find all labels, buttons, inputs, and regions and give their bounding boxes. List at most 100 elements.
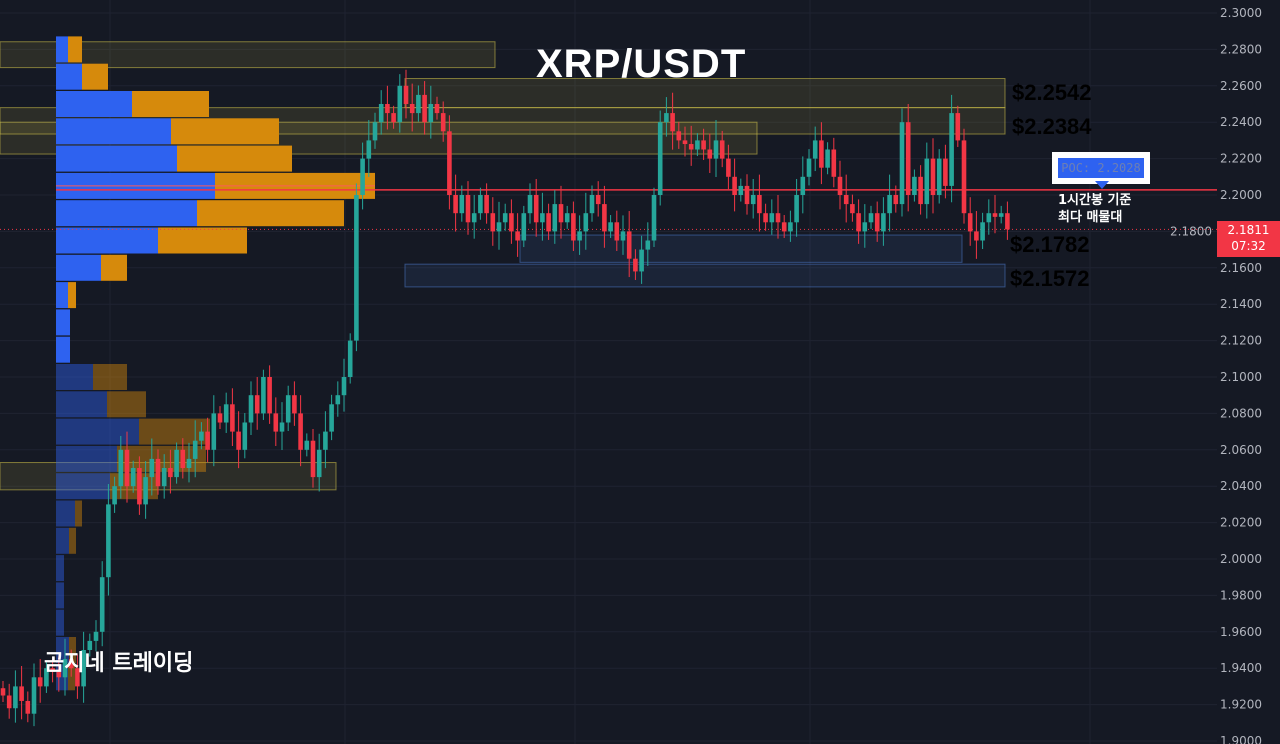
candle-body xyxy=(205,431,210,450)
volume-buy-bar xyxy=(56,391,107,418)
y-tick-label: 1.9600 xyxy=(1220,625,1262,639)
level-label-2-1782: $2.1782 xyxy=(1010,232,1090,257)
candle-body xyxy=(397,85,403,123)
candle-body xyxy=(242,422,248,450)
level-label-2-1572: $2.1572 xyxy=(1010,266,1090,291)
candle-body xyxy=(806,158,812,177)
candle-body xyxy=(775,213,781,223)
level-label-2-2542: $2.2542 xyxy=(1012,80,1092,105)
candle-body xyxy=(868,213,874,223)
candle-body xyxy=(682,140,688,145)
poc-label: POC: 2.2028 xyxy=(1052,152,1150,184)
candle-body xyxy=(360,158,365,195)
volume-buy-bar xyxy=(56,254,101,281)
candle-body xyxy=(899,122,905,205)
y-tick-label: 1.9400 xyxy=(1220,661,1262,675)
candle-body xyxy=(862,222,868,232)
candle-body xyxy=(168,468,173,478)
candle-body xyxy=(719,140,725,159)
candle-body xyxy=(261,377,266,414)
zone-box xyxy=(0,41,496,69)
candle-body xyxy=(56,671,62,678)
candle-body xyxy=(186,458,192,468)
candle-body xyxy=(471,213,477,223)
candle-body xyxy=(732,176,737,195)
candle-body xyxy=(50,668,55,672)
candle-body xyxy=(112,486,117,505)
volume-sell-bar xyxy=(107,391,146,418)
y-tick-label: 2.2800 xyxy=(1220,42,1262,56)
y-tick-label: 2.0000 xyxy=(1220,552,1262,566)
candle-body xyxy=(645,240,651,250)
candle-body xyxy=(843,195,849,205)
y-tick-label: 1.9200 xyxy=(1220,698,1262,712)
candle-body xyxy=(998,213,1004,217)
candle-body xyxy=(856,213,861,232)
candle-body xyxy=(577,231,582,241)
candle-body xyxy=(657,122,663,195)
y-tick-label: 1.9000 xyxy=(1220,734,1262,744)
chart-title: XRP/USDT xyxy=(536,42,747,86)
candle-body xyxy=(602,204,607,232)
volume-sell-bar xyxy=(68,282,76,309)
candle-body xyxy=(323,431,328,450)
zone-box xyxy=(0,462,337,491)
candle-body xyxy=(670,113,675,132)
candle-body xyxy=(118,449,124,487)
candle-body xyxy=(378,104,384,123)
candle-body xyxy=(37,677,43,687)
volume-buy-bar xyxy=(56,364,93,390)
candle-body xyxy=(918,176,923,205)
y-tick-label: 2.1200 xyxy=(1220,334,1262,348)
candle-body xyxy=(478,195,483,214)
candle-body xyxy=(68,659,74,669)
candle-body xyxy=(62,659,68,678)
candle-body xyxy=(527,195,533,214)
candle-body xyxy=(633,258,638,272)
candle-body xyxy=(440,113,446,132)
candle-body xyxy=(651,195,657,241)
volume-buy-bar xyxy=(56,282,68,309)
candle-body xyxy=(273,413,279,432)
candle-body xyxy=(81,650,86,687)
candle-body xyxy=(25,700,31,714)
candle-body xyxy=(794,195,799,223)
candle-body xyxy=(422,94,427,123)
candle-body xyxy=(316,449,322,478)
candle-body xyxy=(447,131,452,195)
candle-body xyxy=(409,104,415,114)
poc-pointer-icon xyxy=(1095,181,1109,189)
candle-body xyxy=(763,213,768,223)
candle-body xyxy=(955,113,961,141)
volume-sell-bar xyxy=(177,145,292,172)
candle-body xyxy=(893,195,899,205)
candle-body xyxy=(546,213,551,232)
candle-body xyxy=(130,468,136,487)
candle-body xyxy=(967,213,973,232)
candle-body xyxy=(986,213,992,223)
candle-body xyxy=(161,468,167,487)
candle-body xyxy=(688,144,694,150)
volume-sell-bar xyxy=(68,36,82,63)
volume-buy-bar xyxy=(56,555,64,582)
volume-buy-bar xyxy=(56,445,117,472)
candle-body xyxy=(99,577,105,632)
volume-sell-bar xyxy=(117,445,206,472)
candle-body xyxy=(31,677,37,714)
candle-body xyxy=(850,204,855,214)
watermark: 곰지네 트레이딩 xyxy=(44,651,194,676)
candle-body xyxy=(292,395,297,414)
candle-body xyxy=(137,468,142,505)
volume-buy-bar xyxy=(56,36,68,63)
candle-body xyxy=(211,413,217,450)
candle-body xyxy=(571,213,576,241)
candle-body xyxy=(87,640,93,650)
candle-body xyxy=(781,222,787,232)
candle-body xyxy=(428,104,434,123)
volume-sell-bar xyxy=(69,527,76,554)
candle-body xyxy=(974,231,979,241)
candle-body xyxy=(341,377,347,396)
candle-body xyxy=(819,140,824,168)
candle-body xyxy=(905,122,911,195)
